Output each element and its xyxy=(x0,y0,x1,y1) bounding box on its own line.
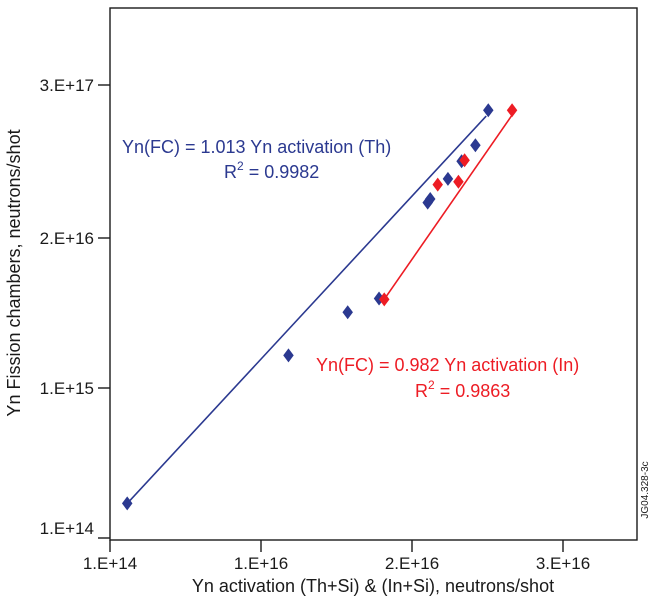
data-point xyxy=(432,177,443,192)
plot-frame xyxy=(109,7,638,541)
x-tick-label: 2.E+16 xyxy=(385,554,439,573)
data-point xyxy=(379,292,390,307)
y-tick-label: 1.E+14 xyxy=(40,519,94,538)
data-point xyxy=(459,153,470,168)
r-superscript: 2 xyxy=(428,378,435,392)
data-point xyxy=(453,174,464,189)
data-point xyxy=(442,171,454,186)
r-value: = 0.9863 xyxy=(435,381,511,401)
y-tick-label: 2.E+16 xyxy=(40,229,94,248)
series-in-group xyxy=(379,103,518,307)
data-point xyxy=(470,138,481,153)
annotation-in-r2: R2 = 0.9863 xyxy=(415,378,510,401)
annotation-th-equation: Yn(FC) = 1.013 Yn activation (Th) xyxy=(122,137,391,157)
fit-line xyxy=(126,115,487,504)
y-tick-label: 3.E+17 xyxy=(40,76,94,95)
data-point xyxy=(424,191,436,206)
data-point xyxy=(283,348,294,363)
r-label: R xyxy=(224,162,237,182)
y-tick-label: 1.E+15 xyxy=(40,379,94,398)
data-point xyxy=(483,103,494,118)
x-tick-label: 3.E+16 xyxy=(536,554,590,573)
r-label: R xyxy=(415,381,428,401)
x-axis-title: Yn activation (Th+Si) & (In+Si), neutron… xyxy=(192,576,554,596)
x-tick-label: 1.E+14 xyxy=(83,554,137,573)
annotation-in-equation: Yn(FC) = 0.982 Yn activation (In) xyxy=(316,355,579,375)
data-point xyxy=(506,103,518,118)
figure-id: JG04.328-3c xyxy=(640,461,651,518)
annotation-th-r2: R2 = 0.9982 xyxy=(224,159,319,182)
data-point xyxy=(121,496,133,511)
r-superscript: 2 xyxy=(237,159,244,173)
fit-line xyxy=(383,114,513,300)
y-axis-title: Yn Fission chambers, neutrons/shot xyxy=(4,129,24,416)
x-tick-label: 1.E+16 xyxy=(234,554,288,573)
data-point xyxy=(342,305,353,320)
r-value: = 0.9982 xyxy=(244,162,320,182)
series-th-group xyxy=(121,103,494,511)
